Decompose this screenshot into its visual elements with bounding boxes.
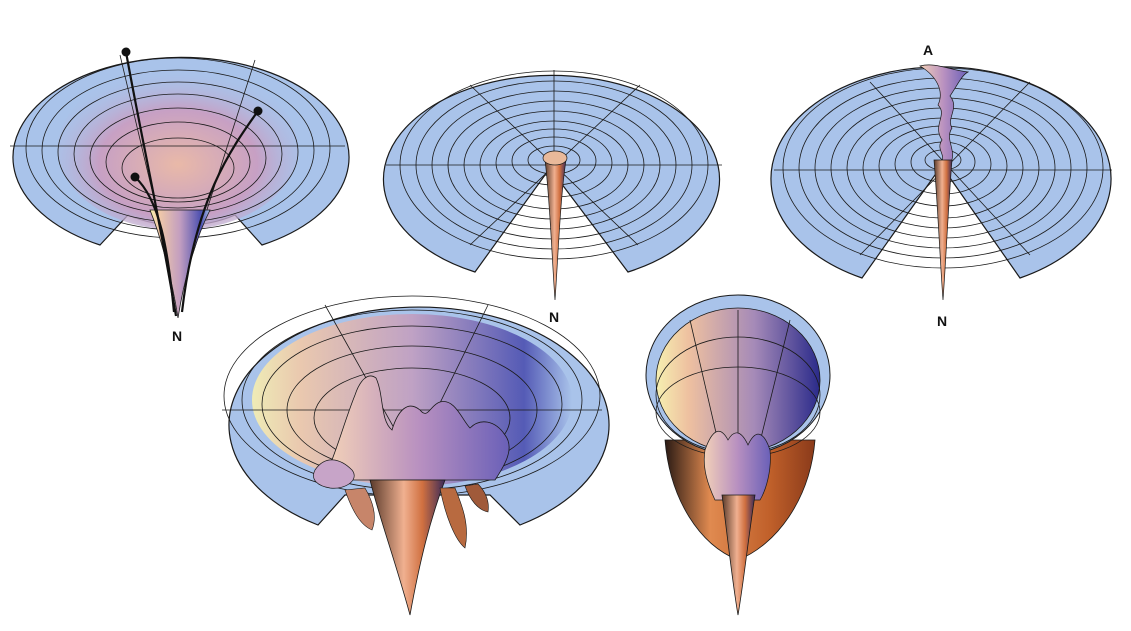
panel-1-start-point-2 <box>253 106 263 116</box>
panel-4-grid <box>222 295 602 497</box>
panel-4-spike <box>369 479 446 616</box>
panel-1-trajectory-3 <box>134 176 176 313</box>
panel-5 <box>645 294 831 616</box>
panel-1-funnel-shading <box>58 66 298 230</box>
panel-2-label-n: N <box>549 309 559 325</box>
panel-3-ridge <box>919 64 970 166</box>
panel-5-peaks <box>703 430 771 501</box>
panel-5-spike <box>721 494 756 616</box>
panel-4-tentacle-1 <box>344 487 375 531</box>
panel-1-start-point-3 <box>130 172 140 182</box>
panel-3: A N <box>770 42 1112 329</box>
panel-4-peaks <box>329 375 510 481</box>
panel-4-tentacle-2 <box>439 487 467 549</box>
panel-3-label-n: N <box>937 313 947 329</box>
panel-4 <box>222 295 610 616</box>
panel-4-tentacle-3 <box>464 483 489 513</box>
panel-1-label-n: N <box>172 328 182 344</box>
panel-4-bump-left <box>313 459 355 489</box>
panel-2: N <box>382 70 722 325</box>
panel-3-label-a: A <box>923 42 933 58</box>
panel-2-spike-rim <box>542 150 568 166</box>
panel-2-spike <box>544 159 567 301</box>
panel-1-trajectory-2 <box>180 110 259 313</box>
panel-1: N <box>10 47 350 344</box>
panel-5-grid <box>655 310 821 458</box>
panel-3-spike <box>933 159 953 301</box>
panel-1-start-point-1 <box>121 47 131 57</box>
